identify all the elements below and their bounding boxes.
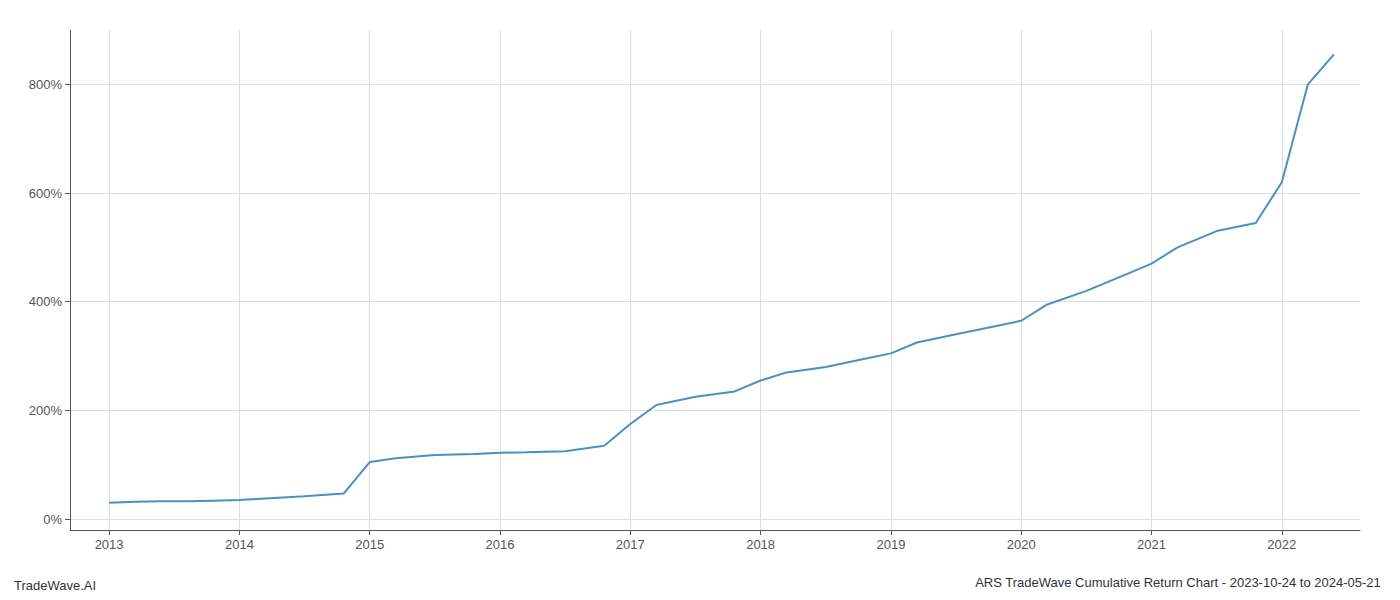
svg-text:2022: 2022 bbox=[1267, 537, 1296, 552]
svg-text:0%: 0% bbox=[43, 512, 62, 527]
svg-text:2016: 2016 bbox=[486, 537, 515, 552]
svg-text:2015: 2015 bbox=[355, 537, 384, 552]
svg-text:2017: 2017 bbox=[616, 537, 645, 552]
svg-text:2018: 2018 bbox=[746, 537, 775, 552]
svg-text:200%: 200% bbox=[29, 403, 63, 418]
svg-text:2020: 2020 bbox=[1007, 537, 1036, 552]
svg-text:2013: 2013 bbox=[95, 537, 124, 552]
svg-text:2019: 2019 bbox=[876, 537, 905, 552]
svg-text:TradeWave.AI: TradeWave.AI bbox=[14, 578, 96, 593]
svg-text:800%: 800% bbox=[29, 77, 63, 92]
svg-text:600%: 600% bbox=[29, 186, 63, 201]
svg-text:2014: 2014 bbox=[225, 537, 254, 552]
svg-text:2021: 2021 bbox=[1137, 537, 1166, 552]
svg-text:ARS TradeWave Cumulative Retur: ARS TradeWave Cumulative Return Chart - … bbox=[975, 575, 1381, 590]
svg-text:400%: 400% bbox=[29, 294, 63, 309]
